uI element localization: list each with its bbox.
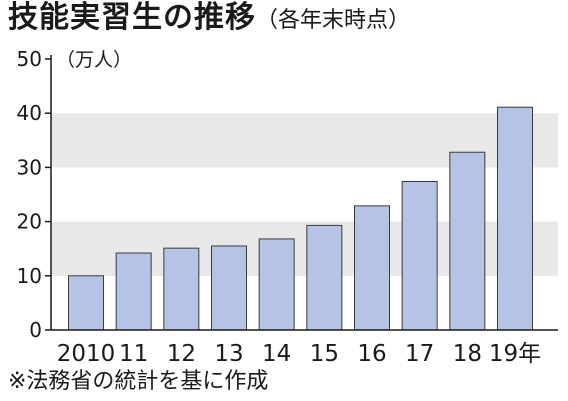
y-tick-label-0: 0 xyxy=(29,318,42,342)
bar-13 xyxy=(211,245,247,331)
bar-15 xyxy=(306,224,343,331)
chart-subtitle: （各年末時点） xyxy=(256,8,411,33)
bar-2010 xyxy=(68,275,104,331)
x-tick-label-11: 11 xyxy=(119,341,148,367)
x-tick-label-16: 16 xyxy=(357,341,386,367)
y-tick-label-20: 20 xyxy=(17,210,42,234)
x-tick-label-18: 18 xyxy=(453,341,482,367)
x-tick-label-14: 14 xyxy=(262,341,291,367)
bar-17 xyxy=(401,180,438,331)
bar-16 xyxy=(354,205,390,331)
x-tick-label-12: 12 xyxy=(167,341,196,367)
source-note: ※法務省の統計を基に作成 xyxy=(8,369,269,394)
x-tick-label-19年: 19年 xyxy=(489,341,541,367)
bar-12 xyxy=(163,247,200,331)
bar-chart: 0 10 20 30 40 50 2010 11 12 13 14 15 16 17 18 19年 （万人） xyxy=(17,47,558,367)
y-tick-label-50: 50 xyxy=(17,47,42,71)
y-tick-label-30: 30 xyxy=(17,155,42,179)
y-tick-label-10: 10 xyxy=(17,264,42,288)
x-axis-labels: 2010 11 12 13 14 15 16 17 18 19年 xyxy=(57,341,541,367)
chart-title-main: 技能実習生の推移 xyxy=(8,0,256,35)
bar-19年 xyxy=(497,106,533,331)
y-axis-unit-label: （万人） xyxy=(56,49,132,71)
y-tick-label-40: 40 xyxy=(17,101,42,125)
bars xyxy=(68,106,533,331)
y-axis: 0 10 20 30 40 50 xyxy=(17,47,558,342)
bar-18 xyxy=(449,151,486,331)
bar-14 xyxy=(258,238,295,331)
bar-11 xyxy=(115,252,152,331)
x-tick-label-2010: 2010 xyxy=(57,341,116,367)
x-tick-label-13: 13 xyxy=(214,341,243,367)
chart-title: 技能実習生の推移（各年末時点） xyxy=(8,0,410,39)
x-tick-label-15: 15 xyxy=(310,341,339,367)
x-tick-label-17: 17 xyxy=(405,341,434,367)
